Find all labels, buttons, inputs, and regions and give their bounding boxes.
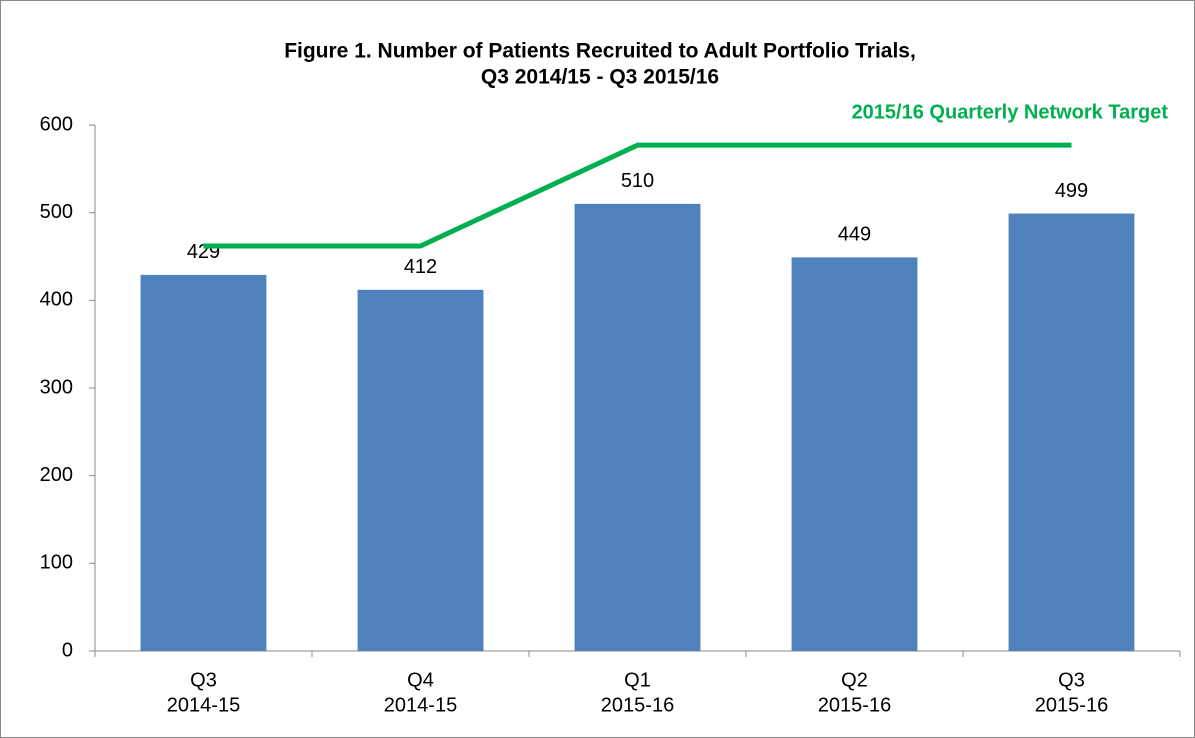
x-tick-label: Q3 (1058, 669, 1085, 691)
y-tick-label: 500 (40, 201, 73, 223)
bar (791, 257, 918, 651)
x-tick-label: 2015-16 (818, 694, 891, 716)
x-tick-label: Q3 (190, 669, 217, 691)
bar (140, 274, 267, 651)
data-label: 449 (838, 224, 871, 246)
bar (1008, 213, 1135, 651)
x-tick-label: Q1 (624, 669, 651, 691)
target-line (203, 142, 1072, 249)
data-label: 412 (404, 256, 437, 278)
y-tick-label: 0 (62, 639, 73, 661)
chart-title: Q3 2014/15 - Q3 2015/16 (481, 66, 719, 89)
chart-title: Figure 1. Number of Patients Recruited t… (284, 40, 916, 63)
x-tick-label: Q4 (407, 669, 434, 691)
target-label: 2015/16 Quarterly Network Target (852, 101, 1169, 123)
y-tick-label: 600 (40, 113, 73, 135)
x-tick-label: 2014-15 (384, 694, 457, 716)
x-tick-label: 2015-16 (1035, 694, 1108, 716)
x-tick-label: Q2 (841, 669, 868, 691)
bar (357, 289, 484, 651)
x-tick-label: 2014-15 (167, 694, 240, 716)
y-tick-label: 300 (40, 376, 73, 398)
x-tick-label: 2015-16 (601, 694, 674, 716)
y-tick-label: 400 (40, 289, 73, 311)
bar (574, 203, 701, 651)
data-label: 499 (1055, 180, 1088, 202)
data-label: 510 (621, 170, 654, 192)
y-tick-label: 200 (40, 464, 73, 486)
y-tick-label: 100 (40, 552, 73, 574)
